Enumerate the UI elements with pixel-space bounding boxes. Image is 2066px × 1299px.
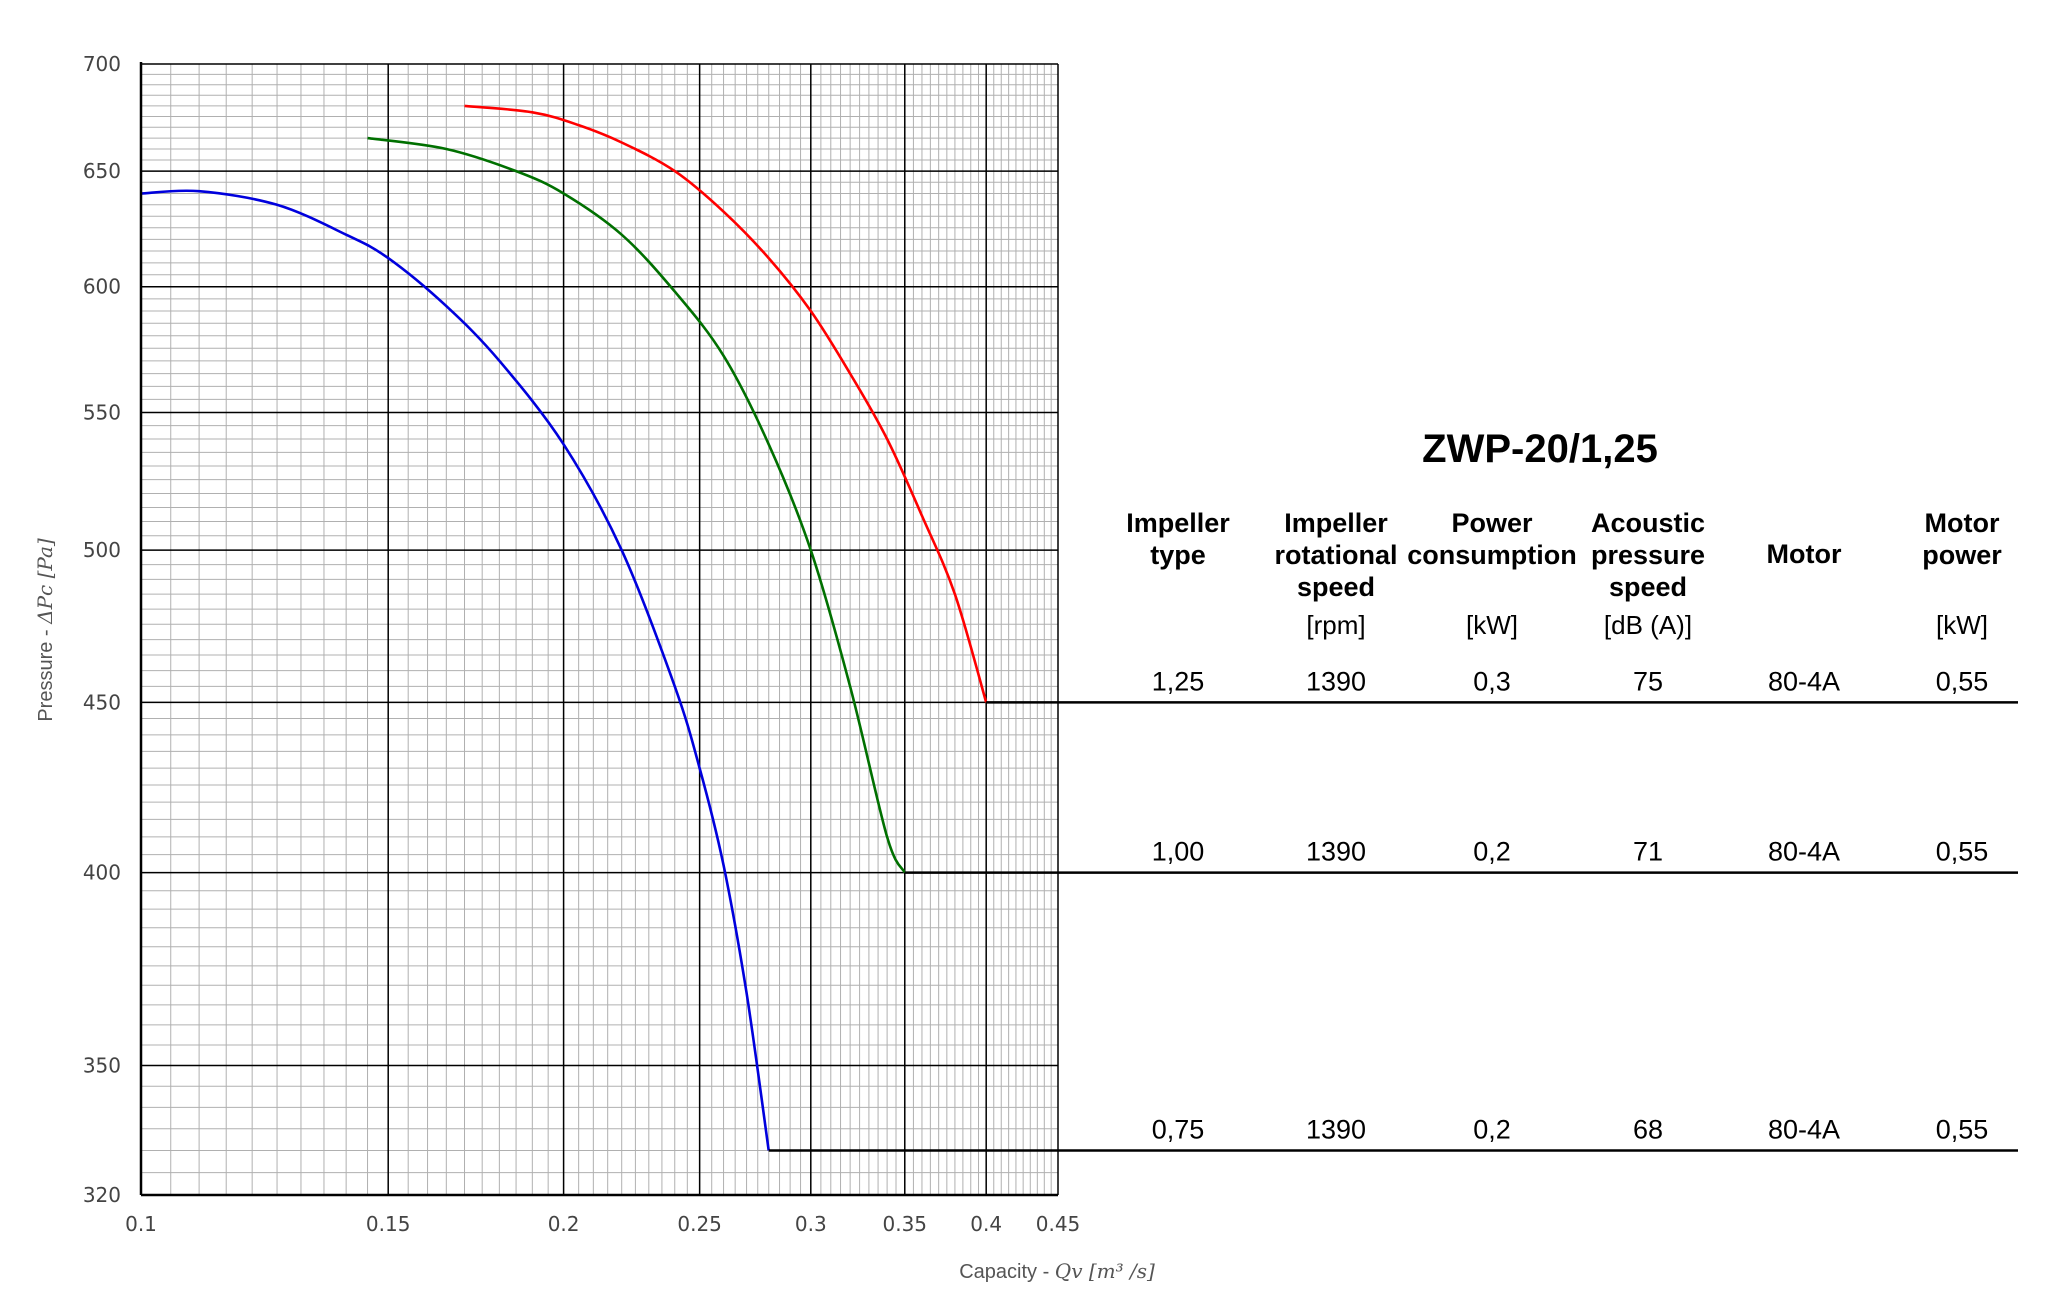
y-tick-label: 450 xyxy=(83,690,121,714)
x-tick-label: 0.2 xyxy=(548,1212,580,1236)
x-axis-label-math: Qv [m³ /s] xyxy=(1055,1259,1155,1283)
table-cell-r3-c3: 0,2 xyxy=(1473,1115,1511,1145)
header-3-unit: [kW] xyxy=(1466,610,1518,640)
x-tick-label: 0.45 xyxy=(1036,1212,1081,1236)
header-2-line-1: Impeller xyxy=(1284,508,1388,538)
header-6-unit: [kW] xyxy=(1936,610,1988,640)
y-tick-label: 550 xyxy=(83,400,121,424)
y-axis-label-prefix: Pressure - xyxy=(35,624,57,722)
header-2-line-2: rotational xyxy=(1274,540,1397,570)
header-6-line-1: Motor xyxy=(1925,508,2000,538)
table-cell-r1-c6: 0,55 xyxy=(1936,666,1989,696)
y-tick-label: 700 xyxy=(83,52,121,76)
table-cell-r3-c1: 0,75 xyxy=(1152,1115,1205,1145)
x-tick-label: 0.4 xyxy=(970,1212,1002,1236)
table-cell-r1-c2: 1390 xyxy=(1306,666,1366,696)
minor-grid xyxy=(141,64,1059,1195)
header-6-line-2: power xyxy=(1922,540,2002,570)
table-cell-r2-c3: 0,2 xyxy=(1473,837,1511,867)
header-4-line-1: Acoustic xyxy=(1591,508,1705,538)
fan-curve-2 xyxy=(367,136,906,874)
table-cell-r3-c6: 0,55 xyxy=(1936,1115,1989,1145)
x-axis-label: Capacity - Qv [m³ /s] xyxy=(959,1259,1155,1283)
major-grid xyxy=(140,63,1059,1196)
y-tick-label: 400 xyxy=(83,861,121,885)
table-cell-r2-c5: 80-4A xyxy=(1768,837,1840,867)
header-4-line-2: pressure xyxy=(1591,540,1705,570)
x-axis-label-prefix: Capacity - xyxy=(959,1261,1055,1283)
header-3-line-2: consumption xyxy=(1407,540,1577,570)
y-tick-label: 500 xyxy=(83,538,121,562)
header-2-line-3: speed xyxy=(1297,572,1375,602)
y-tick-label: 650 xyxy=(83,159,121,183)
plot-axes xyxy=(139,62,1058,1197)
x-tick-label: 0.1 xyxy=(125,1212,157,1236)
table-header: ImpellertypeImpellerrotationalspeed[rpm]… xyxy=(1126,508,2002,640)
table-cell-r1-c4: 75 xyxy=(1633,666,1663,696)
table-cell-r3-c5: 80-4A xyxy=(1768,1115,1840,1145)
header-2-unit: [rpm] xyxy=(1306,610,1365,640)
header-3-line-1: Power xyxy=(1451,508,1533,538)
y-axis-label-math: ΔPc [Pa] xyxy=(33,538,57,625)
header-4-line-3: speed xyxy=(1609,572,1687,602)
y-tick-label: 350 xyxy=(83,1054,121,1078)
fan-curve-3 xyxy=(140,189,770,1151)
table-cell-r2-c1: 1,00 xyxy=(1152,837,1205,867)
y-tick-label: 320 xyxy=(83,1183,121,1207)
table-cell-r2-c4: 71 xyxy=(1633,837,1663,867)
table-cell-r1-c3: 0,3 xyxy=(1473,666,1511,696)
table-cell-r3-c4: 68 xyxy=(1633,1115,1663,1145)
y-tick-label: 600 xyxy=(83,275,121,299)
header-1-line-1: Impeller xyxy=(1126,508,1230,538)
chart-title: ZWP-20/1,25 xyxy=(1422,427,1658,471)
table-body: 1,25 1390 0,3 75 80-4A 0,55 1,00 1390 0,2 71 80-4A… xyxy=(1152,666,1989,1144)
tick-labels: 0.1 0.15 0.2 0.25 0.3 0.35 0.4 0.45 320 350 400 450… xyxy=(83,52,1080,1236)
table-cell-r1-c5: 80-4A xyxy=(1768,666,1840,696)
header-1-line-2: type xyxy=(1150,540,1206,570)
table-cell-r2-c2: 1390 xyxy=(1306,837,1366,867)
table-cell-r2-c6: 0,55 xyxy=(1936,837,1989,867)
table-cell-r1-c1: 1,25 xyxy=(1152,666,1205,696)
fan-curve-1 xyxy=(464,104,988,703)
table-cell-r3-c2: 1390 xyxy=(1306,1115,1366,1145)
header-5-line-1: Motor xyxy=(1767,539,1842,569)
header-4-unit: [dB (A)] xyxy=(1604,610,1692,640)
fan-curves xyxy=(140,104,988,1151)
x-tick-label: 0.25 xyxy=(677,1212,722,1236)
table-row-lines xyxy=(768,701,2018,1152)
x-tick-label: 0.3 xyxy=(795,1212,827,1236)
y-axis-label: Pressure - ΔPc [Pa] xyxy=(33,538,57,722)
x-tick-label: 0.15 xyxy=(366,1212,411,1236)
x-tick-label: 0.35 xyxy=(883,1212,928,1236)
